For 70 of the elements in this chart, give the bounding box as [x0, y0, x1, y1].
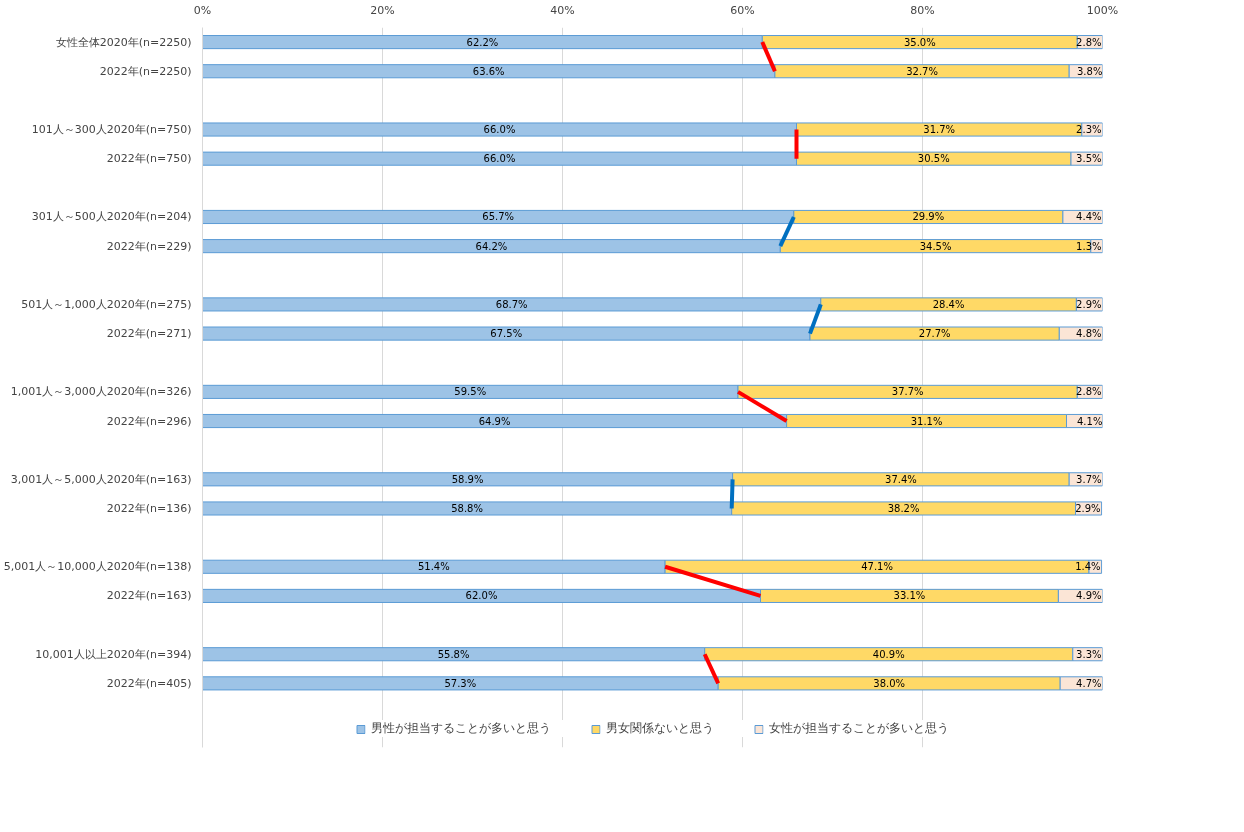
- data-label: 55.8%: [437, 648, 470, 660]
- y-tick-label: 5,001人～10,000人2020年(n=138): [3, 560, 192, 574]
- data-label: 31.7%: [923, 124, 956, 136]
- data-label: 4.4%: [1076, 211, 1102, 223]
- data-label: 51.4%: [417, 561, 450, 573]
- x-tick-label: 80%: [910, 3, 935, 17]
- data-label: 4.7%: [1076, 677, 1102, 689]
- data-label: 38.2%: [887, 502, 920, 514]
- y-tick-label: 10,001人以上2020年(n=394): [35, 647, 192, 661]
- data-label: 35.0%: [903, 36, 936, 48]
- data-label: 37.7%: [891, 386, 924, 398]
- legend-label: 女性が担当することが多いと思う: [768, 720, 949, 737]
- data-label: 3.7%: [1076, 473, 1102, 485]
- data-label: 38.0%: [873, 677, 906, 689]
- y-tick-label: 2022年(n=2250): [99, 64, 192, 78]
- data-label: 37.4%: [885, 473, 917, 485]
- data-label: 4.9%: [1076, 590, 1102, 602]
- data-label: 62.2%: [466, 36, 499, 48]
- x-tick-label: 100%: [1086, 3, 1119, 17]
- data-label: 66.0%: [483, 124, 516, 136]
- y-tick-label: 501人～1,000人2020年(n=275): [21, 297, 192, 311]
- data-label: 1.4%: [1075, 561, 1101, 573]
- data-label: 4.8%: [1076, 328, 1102, 340]
- data-label: 63.6%: [472, 65, 505, 77]
- y-tick-label: 2022年(n=229): [106, 239, 192, 253]
- y-tick-label: 2022年(n=296): [106, 414, 192, 428]
- data-label: 58.9%: [451, 473, 484, 485]
- x-tick-label: 40%: [550, 3, 575, 17]
- data-label: 2.8%: [1076, 36, 1102, 48]
- y-tick-label: 2022年(n=405): [106, 676, 192, 690]
- data-label: 33.1%: [893, 590, 926, 602]
- data-label: 57.3%: [444, 677, 477, 689]
- y-tick-label: 301人～500人2020年(n=204): [31, 210, 192, 224]
- data-label: 30.5%: [917, 153, 950, 165]
- data-label: 3.3%: [1076, 648, 1102, 660]
- data-label: 68.7%: [495, 298, 528, 310]
- data-label: 32.7%: [906, 65, 938, 77]
- data-label: 47.1%: [861, 561, 893, 573]
- data-label: 65.7%: [482, 211, 515, 223]
- y-tick-label: 女性全体2020年(n=2250): [55, 35, 192, 49]
- data-label: 29.9%: [912, 211, 945, 223]
- data-label: 3.8%: [1076, 65, 1103, 77]
- legend-label: 男性が担当することが多いと思う: [370, 720, 551, 737]
- data-label: 62.0%: [465, 590, 498, 602]
- data-label: 31.1%: [910, 415, 943, 427]
- y-tick-label: 2022年(n=136): [106, 501, 192, 515]
- y-tick-label: 2022年(n=271): [106, 327, 192, 341]
- data-label: 58.8%: [451, 502, 483, 514]
- data-label: 66.0%: [483, 153, 516, 165]
- data-label: 27.7%: [918, 328, 951, 340]
- data-label: 40.9%: [872, 648, 905, 660]
- data-label: 2.8%: [1076, 386, 1102, 398]
- data-label: 59.5%: [454, 386, 487, 398]
- y-tick-label: 2022年(n=750): [106, 152, 192, 166]
- y-tick-label: 101人～300人2020年(n=750): [31, 123, 192, 137]
- data-label: 64.9%: [478, 415, 511, 427]
- y-tick-label: 1,001人～3,000人2020年(n=326): [10, 385, 192, 399]
- x-tick-label: 0%: [193, 3, 212, 17]
- data-label: 3.5%: [1076, 153, 1102, 165]
- x-tick-label: 60%: [730, 3, 755, 17]
- data-label: 67.5%: [490, 328, 523, 340]
- legend-label: 男女関係ないと思う: [605, 720, 714, 737]
- data-label: 4.1%: [1076, 415, 1103, 427]
- y-tick-label: 3,001人～5,000人2020年(n=163): [10, 472, 192, 486]
- data-label: 2.9%: [1075, 502, 1101, 514]
- data-label: 34.5%: [919, 240, 952, 252]
- y-tick-label: 2022年(n=163): [106, 589, 192, 603]
- data-label: 64.2%: [475, 240, 508, 252]
- x-tick-label: 20%: [370, 3, 395, 17]
- data-label: 28.4%: [932, 298, 965, 310]
